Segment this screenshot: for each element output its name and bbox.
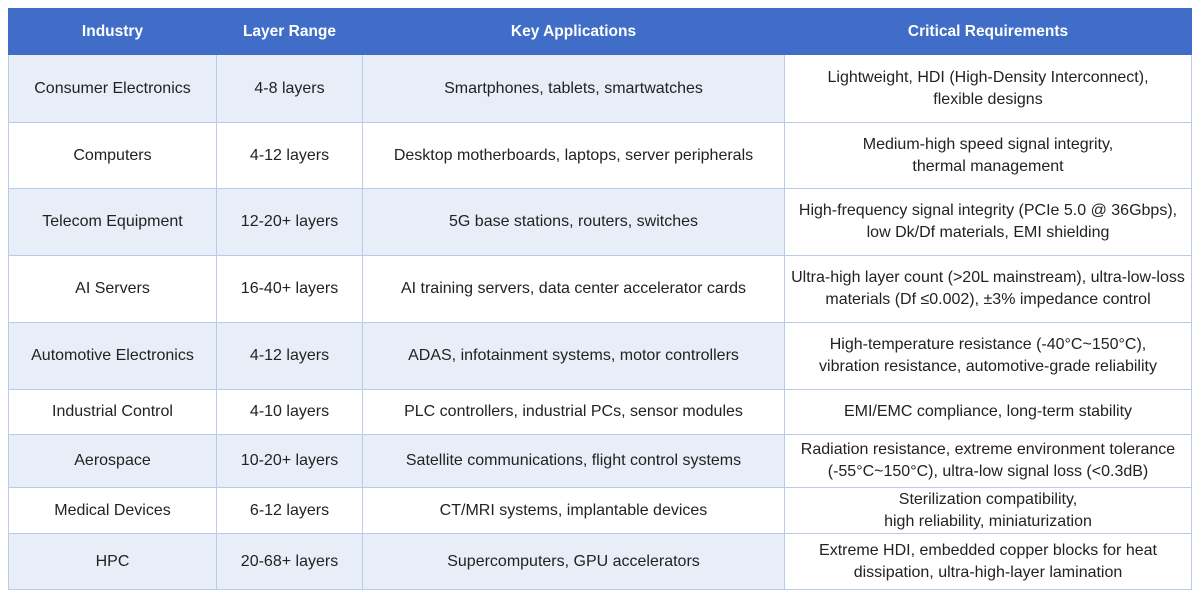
cell-industry: Consumer Electronics xyxy=(8,54,217,123)
cell-layer-range: 4-8 layers xyxy=(216,54,363,123)
cell-layer-range: 20-68+ layers xyxy=(216,533,363,590)
requirement-line: thermal management xyxy=(912,157,1064,175)
cell-key-applications: 5G base stations, routers, switches xyxy=(362,188,785,256)
table-row: Computers 4-12 layers Desktop motherboards… xyxy=(8,122,1192,189)
cell-critical-requirements: Extreme HDI, embedded copper blocks for … xyxy=(784,533,1192,590)
cell-industry: Medical Devices xyxy=(8,487,217,534)
table-body: Consumer Electronics 4-8 layers Smartphone… xyxy=(8,54,1192,590)
cell-critical-requirements: High-temperature resistance (-40°C~150°C… xyxy=(784,322,1192,390)
header-row: Industry Layer Range Key Applications Cr… xyxy=(8,8,1192,55)
header-key-applications: Key Applications xyxy=(362,8,785,55)
cell-layer-range: 10-20+ layers xyxy=(216,434,363,488)
table-row: HPC 20-68+ layers Supercomputers, GPU acce… xyxy=(8,533,1192,590)
cell-key-applications: AI training servers, data center acceler… xyxy=(362,255,785,323)
cell-industry: Telecom Equipment xyxy=(8,188,217,256)
table-row: Automotive Electronics 4-12 layers ADAS, i… xyxy=(8,322,1192,390)
industry-table-container: Industry Layer Range Key Applications Cr… xyxy=(8,8,1192,590)
requirement-line: Radiation resistance, extreme environmen… xyxy=(800,441,1176,458)
requirement-line: Medium-high speed signal integrity, xyxy=(862,135,1114,153)
cell-layer-range: 16-40+ layers xyxy=(216,255,363,323)
requirement-line: materials (Df ≤0.002), ±3% impedance con… xyxy=(825,291,1151,308)
requirement-line: EMI/EMC compliance, long-term stability xyxy=(843,403,1133,420)
cell-key-applications: Supercomputers, GPU accelerators xyxy=(362,533,785,590)
cell-key-applications: Satellite communications, flight control… xyxy=(362,434,785,488)
requirement-line: Lightweight, HDI (High-Density Interconn… xyxy=(827,68,1149,86)
cell-layer-range: 4-12 layers xyxy=(216,322,363,390)
table-row: Industrial Control 4-10 layers PLC control… xyxy=(8,389,1192,435)
cell-critical-requirements: Lightweight, HDI (High-Density Interconn… xyxy=(784,54,1192,123)
cell-critical-requirements: High-frequency signal integrity (PCIe 5.… xyxy=(784,188,1192,256)
header-layer-range: Layer Range xyxy=(216,8,363,55)
cell-key-applications: ADAS, infotainment systems, motor contro… xyxy=(362,322,785,390)
table-row: AI Servers 16-40+ layers AI training serve… xyxy=(8,255,1192,323)
cell-industry: Industrial Control xyxy=(8,389,217,435)
requirement-line: Ultra-high layer count (>20L mainstream)… xyxy=(791,269,1185,286)
requirement-line: dissipation, ultra-high-layer lamination xyxy=(853,563,1123,581)
cell-key-applications: CT/MRI systems, implantable devices xyxy=(362,487,785,534)
cell-industry: HPC xyxy=(8,533,217,590)
cell-industry: Aerospace xyxy=(8,434,217,488)
industry-layer-table: Industry Layer Range Key Applications Cr… xyxy=(8,8,1192,590)
cell-key-applications: PLC controllers, industrial PCs, sensor … xyxy=(362,389,785,435)
cell-layer-range: 4-12 layers xyxy=(216,122,363,189)
cell-layer-range: 6-12 layers xyxy=(216,487,363,534)
table-row: Consumer Electronics 4-8 layers Smartphone… xyxy=(8,54,1192,123)
cell-critical-requirements: Sterilization compatibility, high reliabi… xyxy=(784,487,1192,534)
requirement-line: low Dk/Df materials, EMI shielding xyxy=(866,224,1110,241)
cell-critical-requirements: Ultra-high layer count (>20L mainstream)… xyxy=(784,255,1192,323)
cell-key-applications: Desktop motherboards, laptops, server pe… xyxy=(362,122,785,189)
requirement-line: flexible designs xyxy=(933,90,1043,108)
cell-industry: Automotive Electronics xyxy=(8,322,217,390)
table-row: Telecom Equipment 12-20+ layers 5G base st… xyxy=(8,188,1192,256)
cell-industry: AI Servers xyxy=(8,255,217,323)
requirement-line: High-frequency signal integrity (PCIe 5.… xyxy=(798,202,1178,219)
requirement-line: Sterilization compatibility, xyxy=(898,490,1078,508)
header-critical-requirements: Critical Requirements xyxy=(784,8,1192,55)
table-row: Aerospace 10-20+ layers Satellite communic… xyxy=(8,434,1192,488)
requirement-line: Extreme HDI, embedded copper blocks for … xyxy=(819,541,1157,559)
requirement-line: high reliability, miniaturization xyxy=(884,512,1092,530)
cell-critical-requirements: EMI/EMC compliance, long-term stability xyxy=(784,389,1192,435)
table-header: Industry Layer Range Key Applications Cr… xyxy=(8,8,1192,55)
cell-layer-range: 4-10 layers xyxy=(216,389,363,435)
cell-key-applications: Smartphones, tablets, smartwatches xyxy=(362,54,785,123)
requirement-line: (-55°C~150°C), ultra-low signal loss (<0… xyxy=(827,463,1149,480)
requirement-line: High-temperature resistance (-40°C~150°C… xyxy=(829,336,1147,353)
cell-layer-range: 12-20+ layers xyxy=(216,188,363,256)
table-row: Medical Devices 6-12 layers CT/MRI systems… xyxy=(8,487,1192,534)
cell-critical-requirements: Radiation resistance, extreme environmen… xyxy=(784,434,1192,488)
cell-critical-requirements: Medium-high speed signal integrity, therm… xyxy=(784,122,1192,189)
requirement-line: vibration resistance, automotive-grade r… xyxy=(819,358,1157,375)
header-industry: Industry xyxy=(8,8,217,55)
cell-industry: Computers xyxy=(8,122,217,189)
